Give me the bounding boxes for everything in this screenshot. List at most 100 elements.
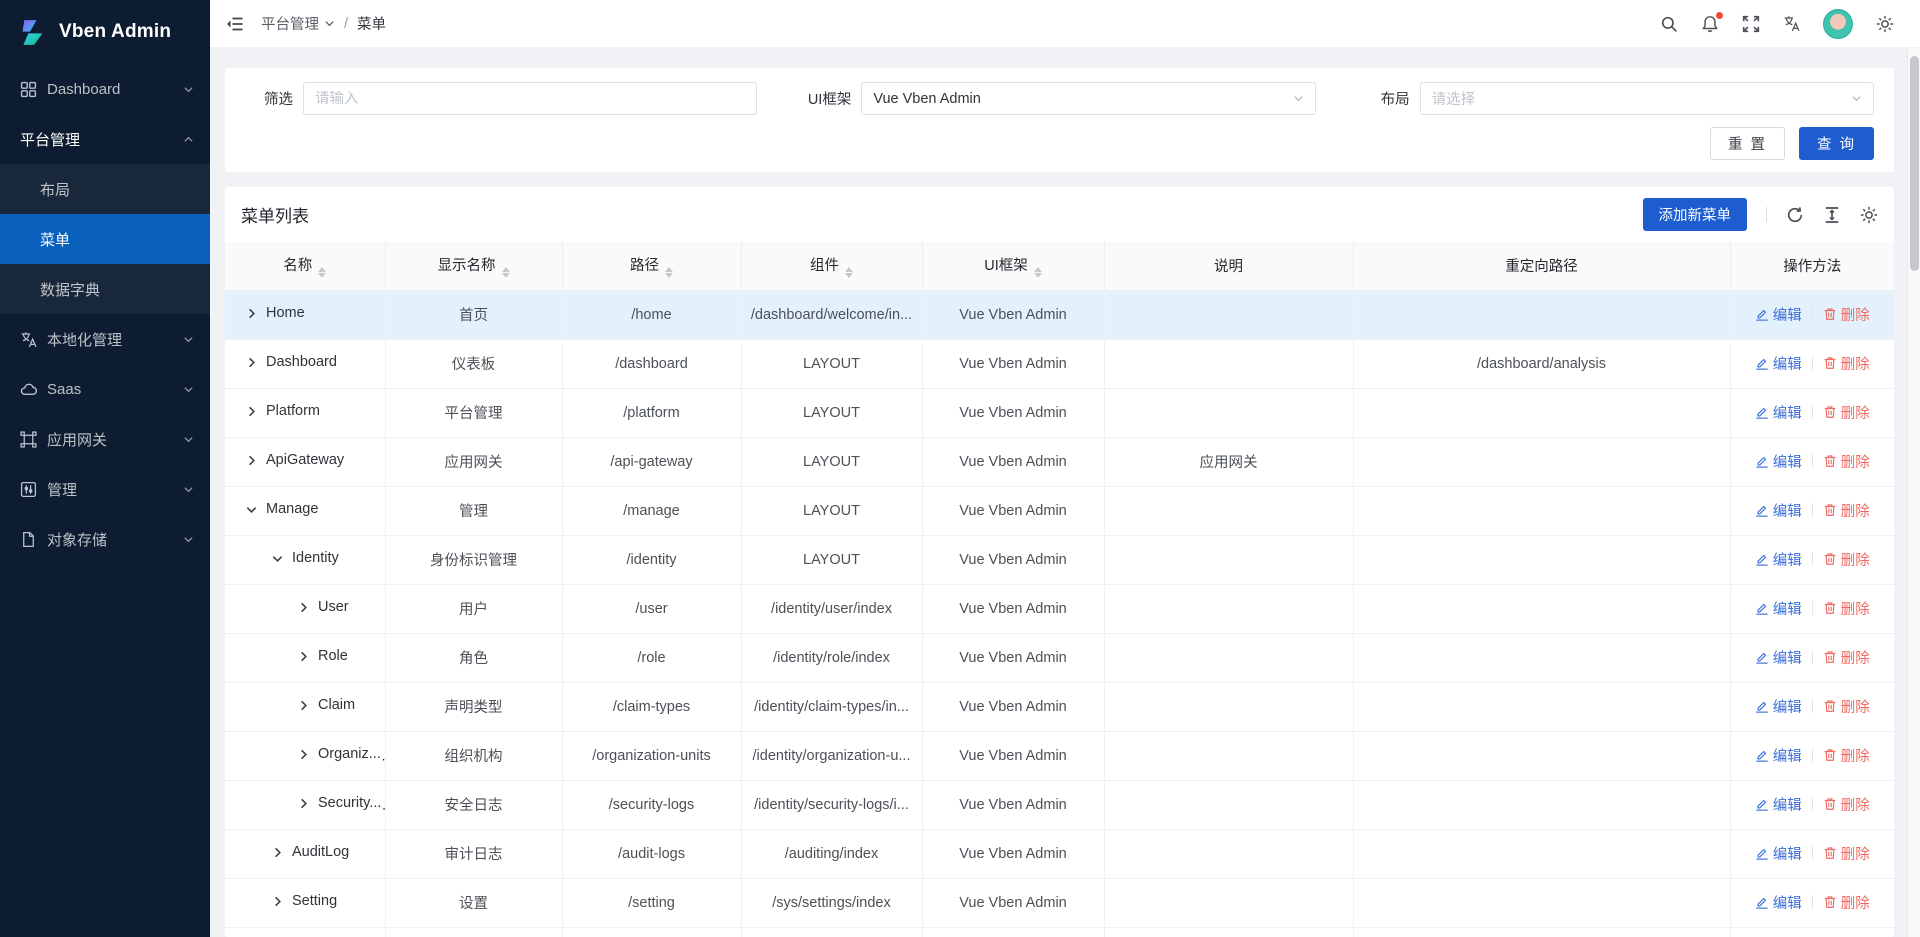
page-scrollbar[interactable] [1907, 48, 1920, 937]
refresh-icon[interactable] [1786, 206, 1804, 224]
breadcrumb-item[interactable]: 菜单 [357, 13, 386, 34]
edit-button[interactable]: 编辑 [1755, 892, 1802, 913]
table-row[interactable]: Claim 声明类型/claim-types/identity/claim-typ… [225, 682, 1894, 732]
row-height-icon[interactable] [1823, 206, 1841, 224]
table-row[interactable]: Identity 身份标识管理/identity LAYOUT Vue Vben Ad… [225, 535, 1894, 585]
delete-button[interactable]: 删除 [1823, 402, 1870, 423]
delete-button[interactable]: 删除 [1823, 353, 1870, 374]
sidebar-item-应用网关[interactable]: 应用网关 [0, 414, 210, 464]
sidebar-collapse-icon[interactable] [226, 16, 243, 32]
sort-icons[interactable] [501, 266, 510, 278]
caret-right-icon[interactable] [245, 307, 258, 320]
caret-right-icon[interactable] [271, 846, 284, 859]
delete-button[interactable]: 删除 [1823, 892, 1870, 913]
edit-button[interactable]: 编辑 [1755, 500, 1802, 521]
sidebar-item-本地化管理[interactable]: 本地化管理 [0, 314, 210, 364]
search-button[interactable]: 查 询 [1798, 127, 1874, 160]
filter-select-UI框架[interactable]: Vue Vben Admin [861, 82, 1316, 115]
fullscreen-icon[interactable] [1742, 15, 1760, 33]
caret-right-icon[interactable] [245, 405, 258, 418]
column-header-组件[interactable]: 组件 [741, 242, 923, 291]
sidebar-item-平台管理[interactable]: 平台管理 [0, 114, 210, 164]
edit-button[interactable]: 编辑 [1755, 353, 1802, 374]
sidebar-item-Dashboard[interactable]: Dashboard [0, 64, 210, 114]
sidebar-item-布局[interactable]: 布局 [0, 164, 210, 214]
translate-icon[interactable] [1783, 15, 1800, 32]
table-row[interactable]: Dashboard 仪表板/dashboard LAYOUT Vue Vben Adm… [225, 339, 1894, 389]
sort-icons[interactable] [665, 266, 673, 278]
sort-icons[interactable] [1033, 266, 1042, 278]
delete-button[interactable]: 删除 [1823, 500, 1870, 521]
edit-button[interactable]: 编辑 [1755, 745, 1802, 766]
column-header-说明[interactable]: 说明 [1104, 242, 1354, 291]
column-header-名称[interactable]: 名称 [225, 242, 386, 291]
delete-button[interactable]: 删除 [1823, 843, 1870, 864]
column-settings-icon[interactable] [1860, 206, 1878, 224]
sort-icons[interactable] [318, 266, 327, 278]
edit-button[interactable]: 编辑 [1755, 843, 1802, 864]
caret-right-icon[interactable] [245, 356, 258, 369]
delete-button[interactable]: 删除 [1823, 598, 1870, 619]
delete-button[interactable]: 删除 [1823, 451, 1870, 472]
edit-button[interactable]: 编辑 [1755, 451, 1802, 472]
caret-right-icon[interactable] [297, 797, 310, 810]
table-row[interactable]: AuditLog 审计日志/audit-logs/auditing/index Vu… [225, 829, 1894, 879]
edit-button[interactable]: 编辑 [1755, 794, 1802, 815]
caret-right-icon[interactable] [271, 895, 284, 908]
search-icon[interactable] [1660, 15, 1678, 33]
caret-down-icon[interactable] [245, 503, 258, 516]
add-menu-button[interactable]: 添加新菜单 [1642, 198, 1747, 231]
sidebar-item-管理[interactable]: 管理 [0, 464, 210, 514]
delete-button[interactable]: 删除 [1823, 794, 1870, 815]
app-logo[interactable]: Vben Admin [0, 0, 210, 64]
delete-button[interactable]: 删除 [1823, 696, 1870, 717]
sort-up-icon [1033, 266, 1042, 272]
table-row[interactable]: User 用户/user/identity/user/index Vue Vben … [225, 584, 1894, 634]
column-header-重定向路径[interactable]: 重定向路径 [1353, 242, 1731, 291]
delete-button[interactable]: 删除 [1823, 304, 1870, 325]
caret-right-icon[interactable] [245, 454, 258, 467]
caret-down-icon[interactable] [271, 552, 284, 565]
delete-button[interactable]: 删除 [1823, 647, 1870, 668]
table-row[interactable]: Home 首页/home/dashboard/welcome/in... Vue V… [225, 290, 1894, 340]
edit-button[interactable]: 编辑 [1755, 598, 1802, 619]
sidebar-item-Saas[interactable]: Saas [0, 364, 210, 414]
sidebar-item-对象存储[interactable]: 对象存储 [0, 514, 210, 564]
scrollbar-thumb[interactable] [1910, 56, 1919, 271]
filter-input[interactable] [315, 90, 746, 107]
edit-button[interactable]: 编辑 [1755, 549, 1802, 570]
caret-right-icon[interactable] [297, 601, 310, 614]
caret-right-icon[interactable] [297, 650, 310, 663]
table-row[interactable]: Role 角色/role/identity/role/index Vue Vben … [225, 633, 1894, 683]
cell-redirect [1353, 290, 1731, 340]
edit-button[interactable]: 编辑 [1755, 402, 1802, 423]
delete-button[interactable]: 删除 [1823, 549, 1870, 570]
edit-button[interactable]: 编辑 [1755, 304, 1802, 325]
notification-icon[interactable] [1701, 11, 1723, 33]
edit-button[interactable]: 编辑 [1755, 696, 1802, 717]
reset-button[interactable]: 重 置 [1709, 127, 1785, 160]
table-row[interactable] [225, 927, 1894, 937]
column-header-路径[interactable]: 路径 [562, 242, 742, 291]
caret-right-icon[interactable] [297, 699, 310, 712]
column-header-显示名称[interactable]: 显示名称 [385, 242, 563, 291]
sidebar-item-菜单[interactable]: 菜单 [0, 214, 210, 264]
table-row[interactable]: Security... 安全日志/security-logs/identity/s… [225, 780, 1894, 830]
settings-icon[interactable] [1876, 15, 1894, 33]
column-header-操作方法[interactable]: 操作方法 [1730, 242, 1894, 291]
edit-icon [1755, 699, 1769, 713]
filter-select-布局[interactable]: 请选择 [1419, 82, 1874, 115]
table-row[interactable]: Manage 管理/manage LAYOUT Vue Vben Admin 编辑 删除 [225, 486, 1894, 536]
caret-right-icon[interactable] [297, 748, 310, 761]
column-header-UI框架[interactable]: UI框架 [922, 242, 1105, 291]
table-row[interactable]: Platform 平台管理/platform LAYOUT Vue Vben Admi… [225, 388, 1894, 438]
table-row[interactable]: Organiz... 组织机构/organization-units/identi… [225, 731, 1894, 781]
breadcrumb-item[interactable]: 平台管理 [261, 13, 335, 34]
delete-button[interactable]: 删除 [1823, 745, 1870, 766]
sort-icons[interactable] [845, 266, 853, 278]
table-row[interactable]: ApiGateway 应用网关/api-gateway LAYOUT Vue Vben… [225, 437, 1894, 487]
edit-button[interactable]: 编辑 [1755, 647, 1802, 668]
sidebar-item-数据字典[interactable]: 数据字典 [0, 264, 210, 314]
user-avatar[interactable] [1823, 8, 1853, 39]
table-row[interactable]: Setting 设置/setting/sys/settings/index Vue … [225, 878, 1894, 928]
